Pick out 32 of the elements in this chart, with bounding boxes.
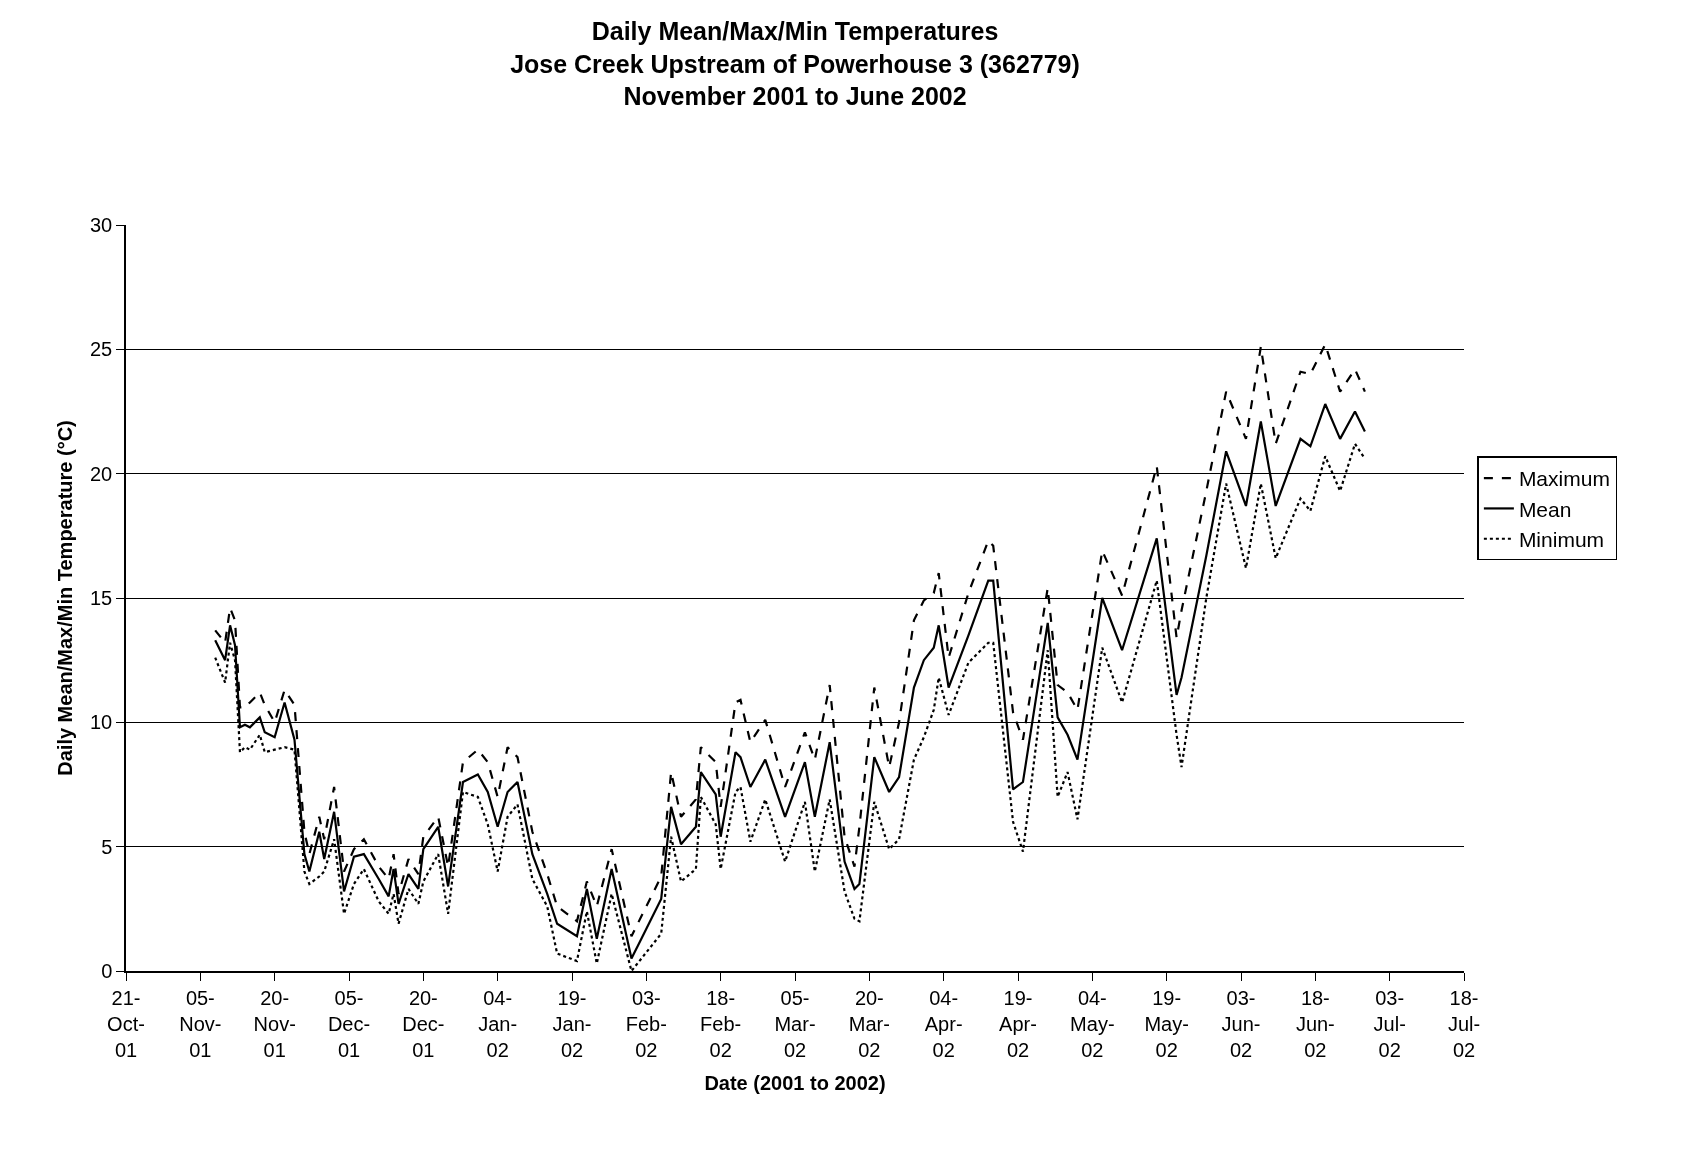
- x-tick-label: 18-Jun-02: [1295, 986, 1335, 1061]
- y-tick-label: 25: [90, 338, 113, 361]
- x-tick-label: 19-Jan-02: [552, 986, 592, 1061]
- legend-label: Mean: [1518, 497, 1572, 521]
- x-tick-label: 20-Dec-01: [402, 986, 445, 1061]
- x-tick-label: 04-Jan-02: [478, 986, 518, 1061]
- x-tick-label: 03-Jul-02: [1373, 986, 1406, 1061]
- x-tick-label: 19-Apr-02: [999, 986, 1037, 1061]
- legend-label: Maximum: [1518, 467, 1610, 491]
- y-tick-label: 15: [90, 587, 113, 609]
- x-tick-label: 04-May-02: [1070, 986, 1115, 1061]
- x-tick-label: 18-Jul-02: [1447, 986, 1481, 1061]
- x-tick-label: 03-Jun-02: [1221, 986, 1261, 1061]
- x-tick-label: 04-Apr-02: [924, 986, 963, 1061]
- x-tick-label: 20-Mar-02: [848, 986, 890, 1061]
- x-tick-label: 21-Oct-01: [107, 986, 145, 1061]
- y-tick-label: 30: [90, 214, 113, 236]
- x-tick-label: 05-Mar-02: [774, 986, 816, 1061]
- x-tick-label: 03-Feb-02: [625, 986, 667, 1061]
- y-tick-label: 10: [90, 711, 113, 734]
- y-tick-label: 5: [101, 835, 113, 858]
- x-tick-label: 05-Nov-01: [179, 986, 222, 1061]
- x-tick-label: 19-May-02: [1144, 986, 1189, 1061]
- x-tick-label: 20-Nov-01: [253, 986, 296, 1061]
- legend-label: Minimum: [1518, 527, 1605, 551]
- y-tick-label: 0: [101, 960, 113, 982]
- x-tick-label: 18-Feb-02: [700, 986, 742, 1061]
- y-axis-title: Daily Mean/Max/Min Temperature (°C): [54, 420, 76, 776]
- x-axis-title: Date (2001 to 2002): [704, 1071, 886, 1094]
- chart-title: Daily Mean/Max/Min Temperatures Jose Creek Upstream of Powerhouse 3 (362779) November 2001 to June 2002: [510, 17, 1080, 111]
- y-tick-label: 20: [90, 462, 113, 485]
- x-tick-label: 05-Dec-01: [327, 986, 371, 1061]
